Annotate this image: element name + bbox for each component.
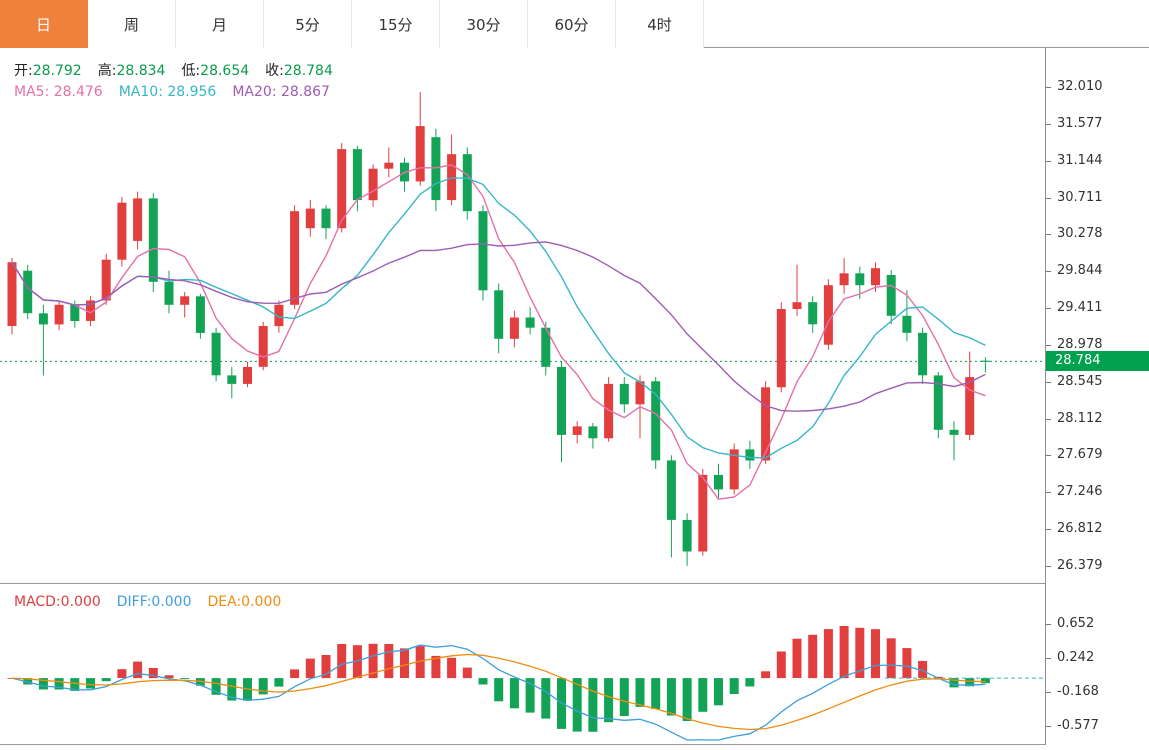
ma20-legend: MA20: 28.867 (232, 84, 330, 100)
axis-tick-mark (1046, 565, 1051, 567)
tab-4hour[interactable]: 4时 (616, 0, 704, 48)
high-label: 高: (97, 63, 117, 79)
tab-month[interactable]: 月 (176, 0, 264, 48)
main-candlestick-chart[interactable] (0, 48, 1045, 583)
ma5-legend: MA5: 28.476 (14, 84, 103, 100)
chart-area: 28.784 32.010 31.577 31.144 30.711 30.278 29.… (0, 48, 1149, 748)
axis-tick-label: 32.010 (1057, 79, 1103, 94)
axis-tick-label: 29.411 (1057, 300, 1103, 316)
current-price-badge: 28.784 (1046, 351, 1149, 372)
axis-tick-label: 29.844 (1057, 263, 1103, 279)
axis-tick-label: 31.144 (1057, 152, 1103, 168)
tab-week[interactable]: 周 (88, 0, 176, 48)
open-value: 28.792 (32, 63, 82, 79)
low-value: 28.654 (200, 63, 250, 79)
axis-tick-label: 27.246 (1057, 484, 1103, 500)
axis-tick-mark (1046, 197, 1051, 199)
ohlc-high: 高:28.834 (98, 60, 166, 80)
low-label: 低: (181, 63, 201, 79)
macd-legend: MACD:0.000 DIFF:0.000 DEA:0.000 (14, 594, 281, 610)
axis-tick-label: 28.545 (1057, 373, 1103, 389)
tab-30min[interactable]: 30分 (440, 0, 528, 48)
axis-tick-mark (1046, 725, 1051, 727)
ma10-legend: MA10: 28.956 (118, 84, 217, 100)
axis-tick-mark (1046, 692, 1051, 693)
axis-tick-mark (1046, 624, 1051, 625)
ma-legend: MA5: 28.476 MA10: 28.956 MA20: 28.867 (14, 84, 330, 100)
axis-tick-mark (1046, 418, 1051, 420)
axis-tick-label: 27.679 (1057, 447, 1103, 463)
ohlc-legend: 开:28.792 高:28.834 低:28.654 收:28.784 (14, 60, 333, 80)
axis-tick-mark (1046, 455, 1051, 457)
axis-tick-label: 28.112 (1057, 410, 1103, 426)
panel-divider (0, 583, 1149, 584)
axis-tick-mark (1046, 271, 1051, 273)
axis-tick-mark (1046, 160, 1051, 162)
axis-tick-label: 26.379 (1057, 557, 1103, 573)
ohlc-open: 开:28.792 (14, 60, 82, 80)
axis-tick-label: 31.577 (1057, 115, 1103, 131)
axis-tick-mark (1046, 344, 1051, 346)
axis-tick-mark (1046, 123, 1051, 125)
axis-tick-mark (1046, 234, 1051, 236)
ohlc-low: 低:28.654 (181, 60, 249, 80)
tab-5min[interactable]: 5分 (264, 0, 352, 48)
axis-tick-mark (1046, 529, 1051, 531)
axis-tick-label: 0.242 (1057, 650, 1095, 665)
axis-tick-mark (1046, 87, 1051, 88)
axis-tick-label: 30.711 (1057, 189, 1103, 205)
axis-tick-mark (1046, 658, 1051, 659)
chart-bottom-border (0, 744, 1149, 745)
timeframe-tabbar: 日 周 月 5分 15分 30分 60分 4时 (0, 0, 1149, 48)
open-label: 开: (14, 63, 33, 79)
axis-tick-label: 0.652 (1057, 616, 1095, 631)
axis-tick-label: 28.978 (1057, 336, 1103, 352)
axis-tick-label: 30.278 (1057, 226, 1103, 242)
diff-value-legend: DIFF:0.000 (116, 594, 192, 610)
axis-tick-mark (1046, 492, 1051, 494)
tab-15min[interactable]: 15分 (352, 0, 440, 48)
macd-value-legend: MACD:0.000 (14, 594, 101, 610)
close-label: 收: (265, 63, 284, 79)
ohlc-close: 收:28.784 (265, 60, 333, 80)
axis-tick-mark (1046, 308, 1051, 310)
price-axis: 28.784 32.010 31.577 31.144 30.711 30.278 29.… (1045, 48, 1149, 745)
macd-indicator-chart[interactable] (0, 584, 1045, 744)
dea-value-legend: DEA:0.000 (207, 594, 282, 610)
tab-day[interactable]: 日 (0, 0, 88, 48)
axis-tick-label: -0.168 (1057, 684, 1099, 699)
close-value: 28.784 (283, 63, 333, 79)
tab-60min[interactable]: 60分 (528, 0, 616, 48)
axis-tick-label: 26.812 (1057, 521, 1103, 537)
axis-tick-mark (1046, 381, 1051, 383)
high-value: 28.834 (116, 63, 166, 79)
axis-tick-label: -0.577 (1057, 717, 1099, 733)
